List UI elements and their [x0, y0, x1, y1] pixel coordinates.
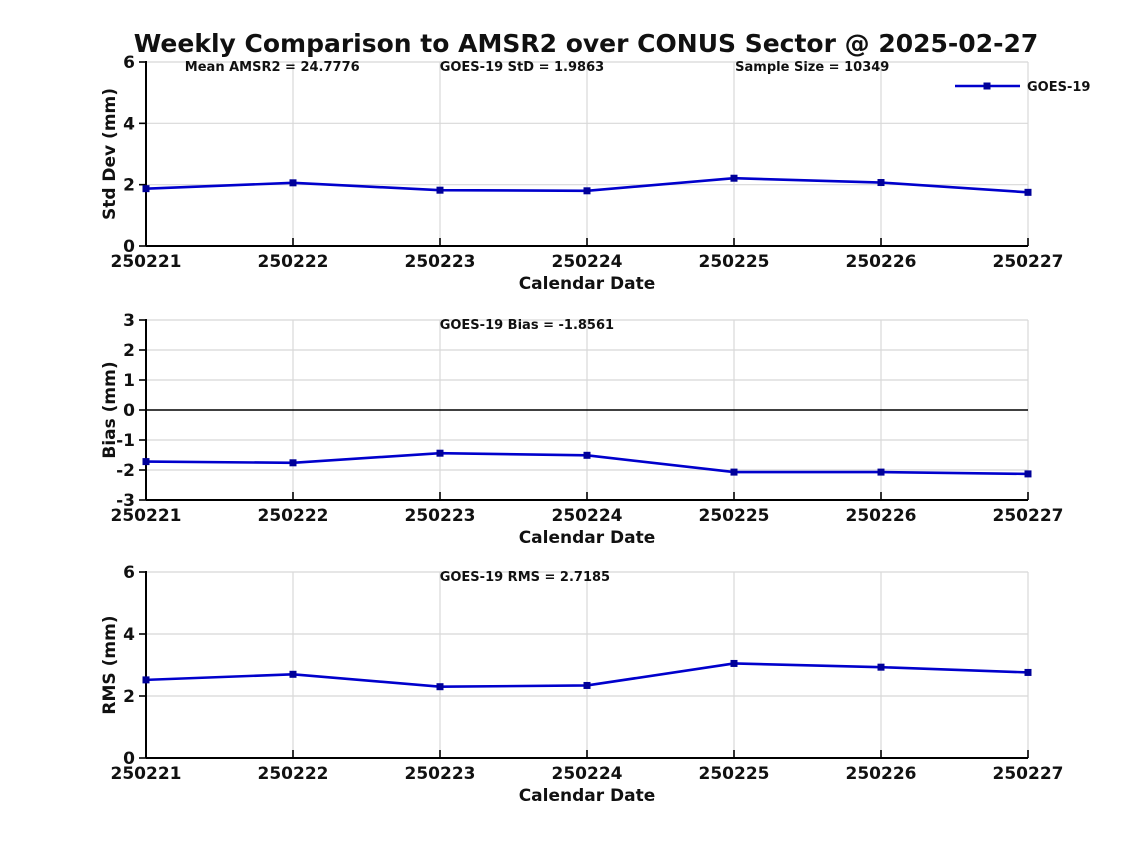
x-axis-title: Calendar Date	[519, 786, 656, 806]
x-tick-label: 250223	[405, 764, 476, 784]
x-tick-label: 250225	[699, 764, 770, 784]
data-point-marker	[142, 458, 150, 466]
data-point-marker	[436, 683, 444, 691]
y-tick-label: 0	[123, 749, 135, 769]
y-axis-title: Std Dev (mm)	[100, 88, 120, 220]
data-point-marker	[1024, 470, 1032, 478]
y-tick-label: 0	[123, 401, 135, 421]
x-tick-label: 250221	[111, 506, 182, 526]
legend-marker	[983, 82, 991, 90]
y-axis-title: Bias (mm)	[100, 361, 120, 458]
data-point-marker	[289, 670, 297, 678]
x-axis-title: Calendar Date	[519, 274, 656, 294]
data-point-marker	[436, 449, 444, 457]
y-tick-label: 2	[123, 687, 135, 707]
y-tick-label: -3	[116, 491, 135, 511]
x-tick-label: 250221	[111, 764, 182, 784]
x-tick-label: 250225	[699, 506, 770, 526]
x-tick-label: 250222	[258, 506, 329, 526]
data-point-marker	[1024, 188, 1032, 196]
data-point-marker	[142, 676, 150, 684]
x-tick-label: 250221	[111, 252, 182, 272]
subplot-bias: 250221 250222 250223 250224 250225 250226 2502…	[100, 311, 1063, 548]
y-tick-label: 2	[123, 176, 135, 196]
data-point-marker	[877, 179, 885, 187]
x-tick-label: 250223	[405, 506, 476, 526]
data-point-marker	[877, 468, 885, 476]
data-point-marker	[436, 186, 444, 194]
data-point-marker	[730, 174, 738, 182]
y-tick-label: -1	[116, 431, 135, 451]
data-point-marker	[583, 681, 591, 689]
data-point-marker	[142, 185, 150, 193]
subplots-group: 250221 250222 250223 250224 250225 250226 2502…	[100, 53, 1090, 806]
data-point-marker	[877, 663, 885, 671]
annotation-text: Mean AMSR2 = 24.7776	[185, 60, 360, 75]
x-tick-label: 250225	[699, 252, 770, 272]
y-tick-label: 4	[123, 625, 135, 645]
data-point-marker	[289, 179, 297, 187]
y-tick-label: -2	[116, 461, 135, 481]
subplot-std-dev: 250221 250222 250223 250224 250225 250226 2502…	[100, 53, 1090, 294]
data-point-marker	[583, 451, 591, 459]
y-axis-title: RMS (mm)	[100, 615, 120, 714]
legend: GOES-19	[955, 80, 1090, 95]
x-tick-label: 250224	[552, 764, 623, 784]
annotation-text: Sample Size = 10349	[735, 60, 889, 75]
data-point-marker	[289, 459, 297, 467]
data-point-marker	[1024, 668, 1032, 676]
x-tick-label: 250227	[993, 764, 1064, 784]
y-tick-label: 6	[123, 53, 135, 73]
x-tick-label: 250227	[993, 506, 1064, 526]
y-tick-label: 2	[123, 341, 135, 361]
y-tick-label: 3	[123, 311, 135, 331]
data-point-marker	[730, 659, 738, 667]
y-tick-label: 6	[123, 563, 135, 583]
x-tick-label: 250224	[552, 252, 623, 272]
y-tick-label: 1	[123, 371, 135, 391]
subplot-rms: 250221 250222 250223 250224 250225 250226 2502…	[100, 563, 1063, 806]
x-tick-label: 250223	[405, 252, 476, 272]
legend-label: GOES-19	[1027, 80, 1090, 95]
x-tick-label: 250226	[846, 506, 917, 526]
x-tick-label: 250224	[552, 506, 623, 526]
x-axis-title: Calendar Date	[519, 528, 656, 548]
data-point-marker	[730, 468, 738, 476]
x-tick-label: 250227	[993, 252, 1064, 272]
x-tick-label: 250226	[846, 764, 917, 784]
x-tick-label: 250226	[846, 252, 917, 272]
annotation-text: GOES-19 Bias = -1.8561	[440, 318, 614, 333]
data-point-marker	[583, 187, 591, 195]
y-tick-label: 0	[123, 237, 135, 257]
annotation-text: GOES-19 RMS = 2.7185	[440, 570, 610, 585]
x-tick-label: 250222	[258, 252, 329, 272]
figure-title: Weekly Comparison to AMSR2 over CONUS Se…	[134, 29, 1039, 58]
x-tick-label: 250222	[258, 764, 329, 784]
annotation-text: GOES-19 StD = 1.9863	[440, 60, 604, 75]
y-tick-label: 4	[123, 114, 135, 134]
